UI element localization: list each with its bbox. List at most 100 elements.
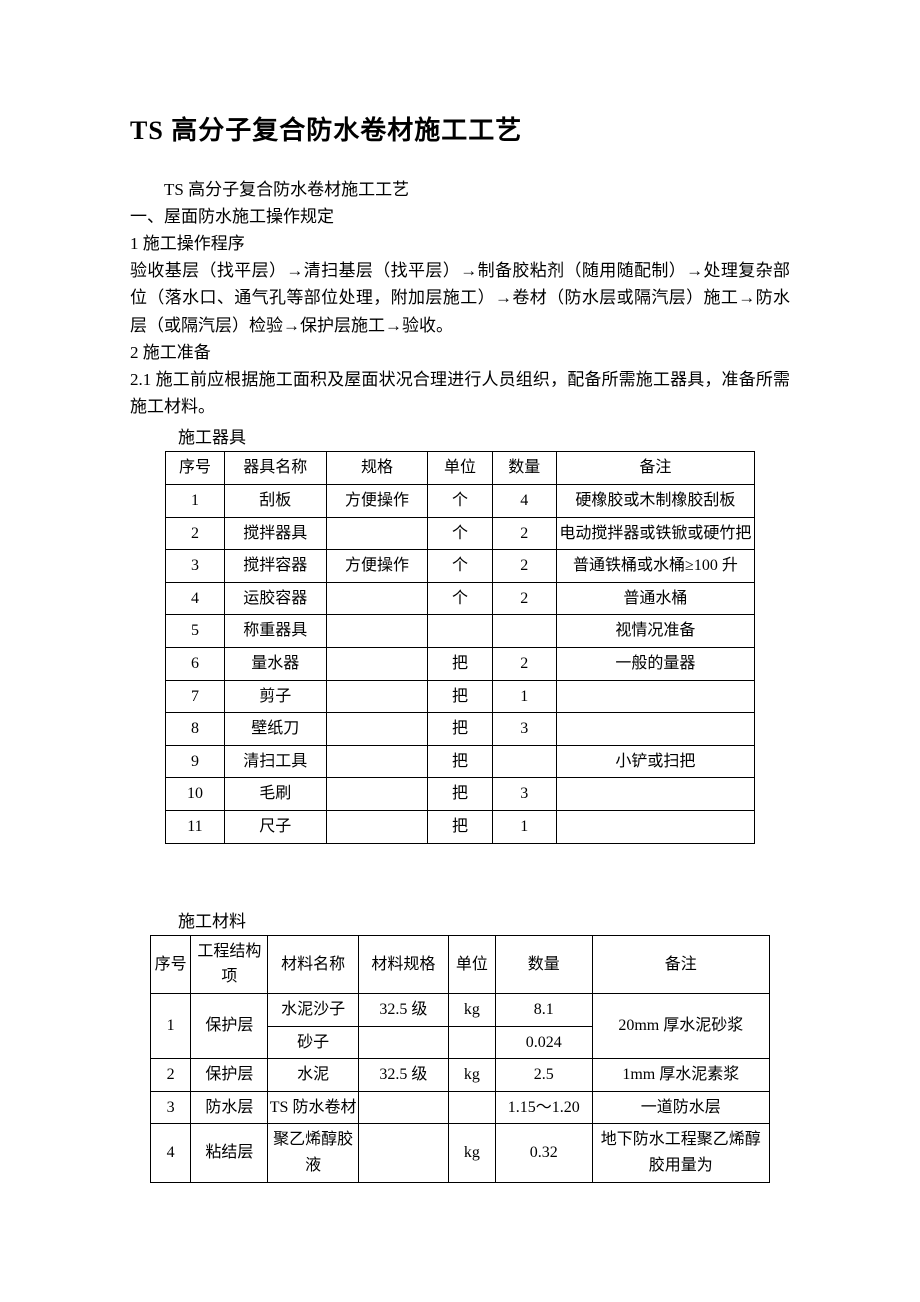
th-spec: 规格 [326,452,428,485]
cell: 称重器具 [224,615,326,648]
cell: 1.15～1.20 [495,1091,592,1124]
cell: 10 [166,778,225,811]
cell: 1 [166,485,225,518]
cell: 0.32 [495,1124,592,1182]
cell: TS 防水卷材 [268,1091,358,1124]
cell: 清扫工具 [224,745,326,778]
cell: 把 [428,680,492,713]
cell [326,713,428,746]
cell [556,811,754,844]
cell: 壁纸刀 [224,713,326,746]
cell: kg [449,993,496,1026]
section-1-heading: 一、屋面防水施工操作规定 [130,203,790,230]
page-title: TS 高分子复合防水卷材施工工艺 [130,110,790,152]
cell [556,680,754,713]
cell [492,745,556,778]
cell: 7 [166,680,225,713]
table-row: 11尺子 把1 [166,811,755,844]
th-no: 序号 [151,935,191,993]
section-1-2-1: 2.1 施工前应根据施工面积及屋面状况合理进行人员组织，配备所需施工器具，准备所… [130,366,790,420]
cell: 尺子 [224,811,326,844]
cell: 2 [166,517,225,550]
table-row: 6量水器把2一般的量器 [166,648,755,681]
tools-table-label: 施工器具 [178,424,790,451]
th-unit: 单位 [428,452,492,485]
cell: 32.5 级 [358,993,448,1026]
cell [449,1091,496,1124]
table-row: 5称重器具视情况准备 [166,615,755,648]
th-name: 器具名称 [224,452,326,485]
cell: 11 [166,811,225,844]
spacer [130,844,790,904]
cell [326,680,428,713]
cell: 2.5 [495,1059,592,1092]
cell: 保护层 [191,993,268,1058]
cell: 防水层 [191,1091,268,1124]
cell: 运胶容器 [224,582,326,615]
table-row: 8壁纸刀把3 [166,713,755,746]
cell: 把 [428,811,492,844]
cell [326,615,428,648]
cell: 3 [151,1091,191,1124]
cell: kg [449,1124,496,1182]
section-1-2: 2 施工准备 [130,339,790,366]
th-qty: 数量 [492,452,556,485]
section-1-1: 1 施工操作程序 [130,230,790,257]
intro-line: TS 高分子复合防水卷材施工工艺 [130,176,790,203]
cell: 普通铁桶或水桶≥100 升 [556,550,754,583]
table-row: 4 粘结层 聚乙烯醇胶液 kg 0.32 地下防水工程聚乙烯醇胶用量为 [151,1124,770,1182]
cell [449,1026,496,1059]
cell [326,811,428,844]
cell: 把 [428,778,492,811]
cell: 普通水桶 [556,582,754,615]
cell: 刮板 [224,485,326,518]
cell: 3 [492,778,556,811]
cell [358,1026,448,1059]
cell: 2 [492,550,556,583]
table-row: 9清扫工具 把 小铲或扫把 [166,745,755,778]
cell: 毛刷 [224,778,326,811]
cell: 2 [151,1059,191,1092]
cell: 砂子 [268,1026,358,1059]
cell: 2 [492,582,556,615]
cell: 3 [492,713,556,746]
tools-table: 序号 器具名称 规格 单位 数量 备注 1刮板方便操作个4硬橡胶或木制橡胶刮板 … [165,451,755,843]
cell: 搅拌容器 [224,550,326,583]
cell [556,778,754,811]
cell: 20mm 厚水泥砂浆 [592,993,769,1058]
table-row: 1 保护层 水泥沙子 32.5 级 kg 8.1 20mm 厚水泥砂浆 [151,993,770,1026]
cell [326,745,428,778]
th-spec: 材料规格 [358,935,448,993]
cell: 量水器 [224,648,326,681]
cell: 聚乙烯醇胶液 [268,1124,358,1182]
cell: 4 [151,1124,191,1182]
cell: 方便操作 [326,550,428,583]
cell: 32.5 级 [358,1059,448,1092]
cell: 把 [428,648,492,681]
cell: 硬橡胶或木制橡胶刮板 [556,485,754,518]
cell [358,1124,448,1182]
table-row: 2搅拌器具个2电动搅拌器或铁锨或硬竹把 [166,517,755,550]
cell: 8 [166,713,225,746]
cell: 9 [166,745,225,778]
cell [326,648,428,681]
cell [556,713,754,746]
th-struct: 工程结构项 [191,935,268,993]
th-qty: 数量 [495,935,592,993]
cell: 1 [492,811,556,844]
cell: 把 [428,745,492,778]
materials-table-label: 施工材料 [178,908,790,935]
cell [428,615,492,648]
cell: 个 [428,582,492,615]
table-row: 7剪子把1 [166,680,755,713]
cell [492,615,556,648]
cell: 2 [492,517,556,550]
cell: 小铲或扫把 [556,745,754,778]
materials-header-row: 序号 工程结构项 材料名称 材料规格 单位 数量 备注 [151,935,770,993]
cell [358,1091,448,1124]
tools-header-row: 序号 器具名称 规格 单位 数量 备注 [166,452,755,485]
cell: 个 [428,550,492,583]
table-row: 10毛刷 把3 [166,778,755,811]
cell: 保护层 [191,1059,268,1092]
cell: 4 [166,582,225,615]
